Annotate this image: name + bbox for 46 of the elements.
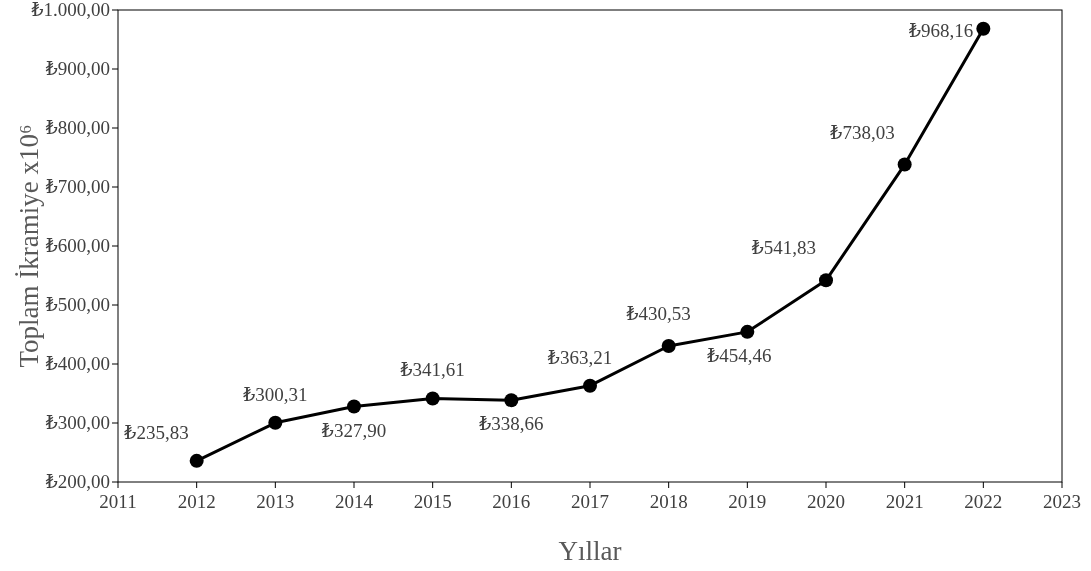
point [740, 324, 755, 339]
point [819, 273, 833, 288]
y-tick-label: ₺200,00 [44, 471, 110, 492]
x-tick-label: 2017 [571, 491, 609, 512]
x-tick-label: 2013 [256, 491, 295, 512]
data-label: ₺454,46 [706, 344, 772, 366]
y-tick-label: ₺500,00 [44, 294, 110, 315]
point [425, 391, 440, 406]
point [347, 399, 361, 414]
point [268, 415, 283, 430]
x-tick-label: 2012 [177, 491, 216, 512]
y-tick-label: ₺400,00 [44, 353, 110, 374]
data-label: ₺430,53 [625, 302, 691, 324]
y-tick-label: ₺800,00 [44, 117, 110, 138]
data-label: ₺341,61 [399, 359, 465, 381]
y-tick-label: ₺300,00 [44, 412, 110, 433]
x-tick-label: 2021 [885, 491, 924, 512]
point [976, 21, 991, 36]
x-tick-label: 2022 [964, 491, 1003, 512]
point [504, 393, 519, 408]
data-label: ₺338,66 [478, 413, 544, 435]
y-axis-title: Toplam İkramiye x10⁶ [14, 124, 44, 368]
data-label: ₺363,21 [546, 346, 613, 368]
data-label: ₺235,83 [123, 421, 189, 443]
point [189, 453, 204, 468]
x-tick-label: 2016 [492, 491, 531, 512]
x-tick-label: 2015 [413, 491, 452, 512]
point [661, 338, 676, 353]
y-tick-label: ₺700,00 [44, 176, 110, 197]
data-label: ₺300,31 [242, 383, 308, 405]
y-tick-label: ₺1.000,00 [30, 0, 110, 20]
x-tick-label: 2019 [728, 491, 767, 512]
data-label: ₺327,90 [320, 419, 387, 441]
x-tick-label: 2011 [99, 491, 137, 512]
data-label: ₺968,16 [907, 19, 974, 41]
x-tick-label: 2018 [649, 491, 688, 512]
x-axis-title: Yıllar [558, 536, 622, 566]
point [583, 378, 597, 393]
x-tick-label: 2023 [1043, 491, 1081, 512]
y-tick-label: ₺900,00 [44, 58, 110, 79]
data-label: ₺738,03 [829, 121, 895, 143]
x-tick-label: 2014 [335, 491, 374, 512]
data-label: ₺541,83 [750, 237, 816, 259]
x-tick-label: 2020 [807, 491, 845, 512]
point [897, 157, 912, 172]
y-tick-label: ₺600,00 [44, 235, 110, 256]
